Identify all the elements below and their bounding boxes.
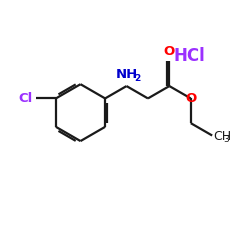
- Text: Cl: Cl: [19, 92, 33, 105]
- Text: O: O: [164, 45, 175, 58]
- Text: 3: 3: [223, 135, 228, 144]
- Text: O: O: [185, 92, 196, 105]
- Text: 2: 2: [134, 74, 141, 82]
- Text: HCl: HCl: [174, 47, 205, 65]
- Text: NH: NH: [116, 68, 138, 80]
- Text: CH: CH: [214, 130, 232, 143]
